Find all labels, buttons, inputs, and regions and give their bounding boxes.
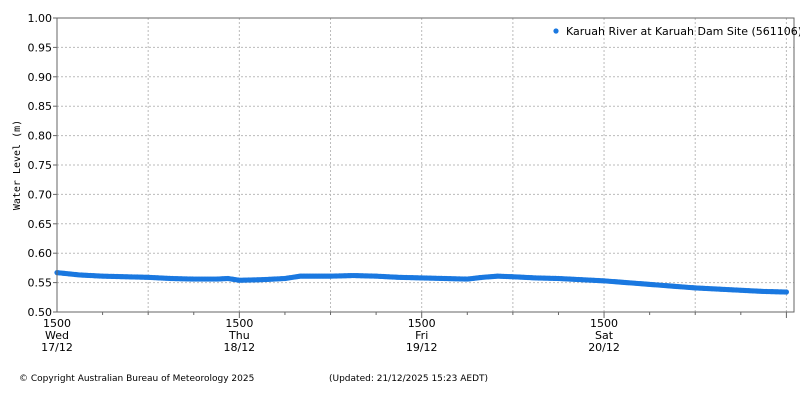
y-tick-label: 0.65 <box>28 218 53 231</box>
x-tick-label-time: 1500 <box>225 317 253 330</box>
y-tick-label: 0.80 <box>28 130 53 143</box>
y-tick-labels: 0.50 0.55 0.60 0.65 0.70 0.75 0.80 0.85 0.90 0.95… <box>28 12 53 319</box>
y-tick-label: 0.95 <box>28 41 53 54</box>
legend: Karuah River at Karuah Dam Site (561106) <box>553 25 800 38</box>
updated-timestamp: (Updated: 21/12/2025 15:23 AEDT) <box>329 374 489 384</box>
y-tick-label: 0.85 <box>28 100 53 113</box>
x-tick-label-day: Thu <box>228 329 250 342</box>
x-tick-labels: 1500Wed17/121500Thu18/121500Fri19/121500… <box>41 317 620 354</box>
y-axis-title: Water Level (m) <box>12 120 23 210</box>
copyright-text: © Copyright Australian Bureau of Meteoro… <box>19 374 255 384</box>
x-tick-label-day: Wed <box>45 329 69 342</box>
x-tick-label-time: 1500 <box>590 317 618 330</box>
plot-border <box>56 17 795 313</box>
y-tick-label: 1.00 <box>28 12 53 25</box>
x-tick-label-date: 20/12 <box>588 341 620 354</box>
y-tick-label: 0.55 <box>28 277 53 290</box>
y-tick-label: 0.60 <box>28 247 53 260</box>
series-points <box>54 270 790 295</box>
y-tick-label: 0.70 <box>28 188 53 201</box>
x-minor-ticks <box>102 312 787 318</box>
x-tick-label-time: 1500 <box>408 317 436 330</box>
legend-marker <box>553 28 559 34</box>
y-tick-label: 0.90 <box>28 71 53 84</box>
y-tick-label: 0.50 <box>28 306 53 319</box>
x-tick-label-time: 1500 <box>43 317 71 330</box>
data-point <box>783 289 790 295</box>
x-tick-label-date: 19/12 <box>406 341 438 354</box>
y-tick-label: 0.75 <box>28 159 53 172</box>
legend-label: Karuah River at Karuah Dam Site (561106) <box>566 25 800 38</box>
x-tick-label-day: Fri <box>415 329 428 342</box>
x-tick-label-day: Sat <box>595 329 614 342</box>
x-tick-label-date: 18/12 <box>223 341 255 354</box>
x-tick-label-date: 17/12 <box>41 341 73 354</box>
